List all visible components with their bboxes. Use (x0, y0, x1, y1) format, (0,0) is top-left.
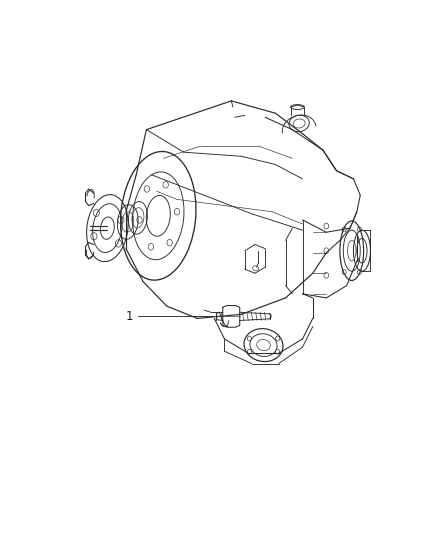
Text: 1: 1 (126, 310, 133, 323)
